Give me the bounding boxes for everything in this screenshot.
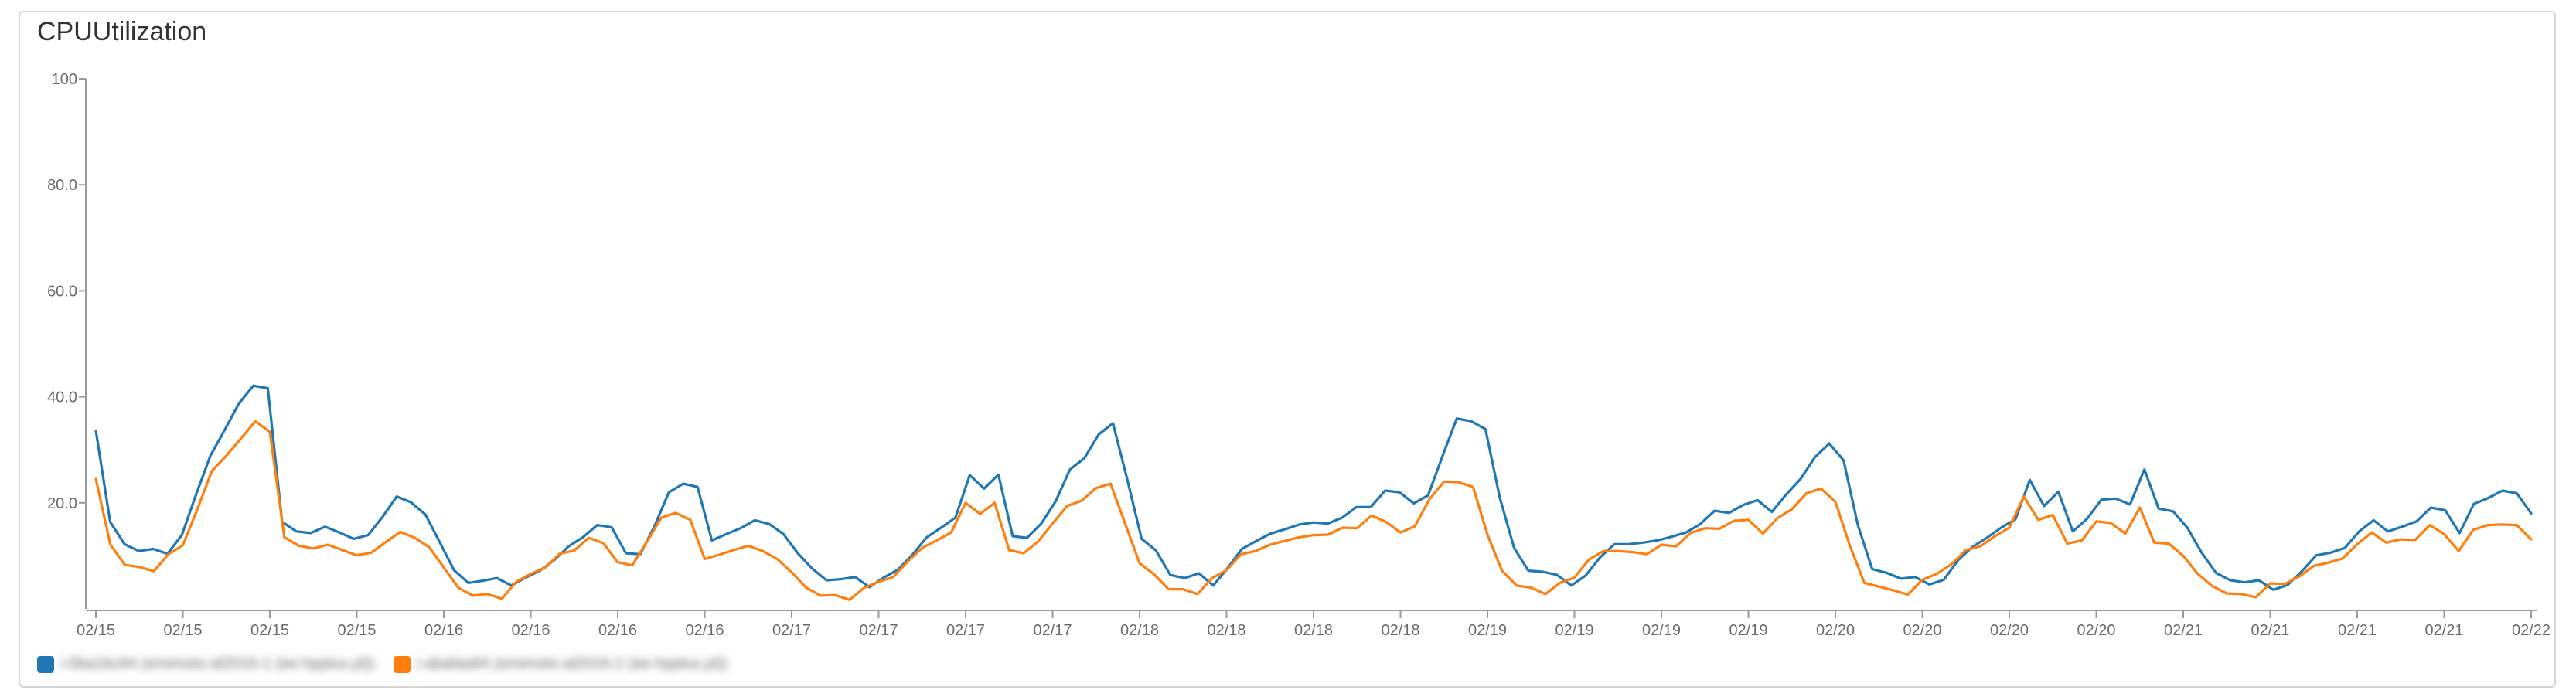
x-tick-label: 02/17: [772, 622, 811, 639]
x-tick-label: 02/16: [598, 622, 637, 639]
x-tick-label: 02/16: [511, 622, 550, 639]
x-tick-label: 02/15: [77, 622, 115, 639]
x-tick-label: 02/18: [1207, 622, 1245, 639]
x-tick-label: 02/21: [2164, 622, 2203, 639]
legend-item-series-2[interactable]: i-abafaa84 (emimoto-al2016-2 (ee-hpplus.…: [393, 655, 728, 673]
x-tick-label: 02/18: [1294, 622, 1333, 639]
x-tick-label: 02/21: [2424, 622, 2463, 639]
x-tick-label: 02/20: [1816, 622, 1855, 639]
x-tick-label: 02/17: [946, 622, 985, 639]
x-tick-label: 02/18: [1381, 622, 1419, 639]
y-tick-label: 80.0: [47, 177, 77, 194]
y-tick-label: 40.0: [47, 389, 77, 406]
x-tick-label: 02/19: [1468, 622, 1507, 639]
x-tick-label: 02/21: [2338, 622, 2377, 639]
y-tick-label: 20.0: [47, 495, 77, 512]
x-tick-label: 02/19: [1642, 622, 1681, 639]
legend-swatch-series-2: [393, 655, 411, 673]
x-tick-label: 02/17: [1033, 622, 1072, 639]
legend-swatch-series-1: [37, 655, 54, 673]
chart-axes: 100 80.0 60.0 40.0 20.0 02/15 02/15 02/15 02/15 0…: [47, 71, 2550, 639]
legend-item-series-1[interactable]: i-0ba1bc84 (emimoto-al2016-1 (ee-hpplus.…: [37, 655, 375, 673]
legend-label-series-2: i-abafaa84 (emimoto-al2016-2 (ee-hpplus.…: [416, 655, 728, 672]
x-tick-label: 02/17: [859, 622, 898, 639]
chart-panel: [19, 11, 2556, 688]
x-tick-label: 02/19: [1729, 622, 1767, 639]
x-tick-label: 02/15: [337, 622, 376, 639]
legend-label-series-1: i-0ba1bc84 (emimoto-al2016-1 (ee-hpplus.…: [60, 655, 375, 672]
x-tick-label: 02/18: [1120, 622, 1159, 639]
x-tick-label: 02/21: [2251, 622, 2289, 639]
x-tick-label: 02/16: [685, 622, 724, 639]
x-tick-label: 02/20: [1990, 622, 2029, 639]
x-tick-label: 02/20: [1903, 622, 1941, 639]
x-tick-label: 02/22: [2512, 622, 2550, 639]
chart-series: [94, 384, 2533, 601]
x-tick-label: 02/19: [1555, 622, 1593, 639]
x-tick-label: 02/20: [2077, 622, 2115, 639]
y-tick-label: 60.0: [47, 283, 77, 300]
x-tick-label: 02/16: [424, 622, 463, 639]
chart-title: CPUUtilization: [37, 17, 207, 46]
chart-legend: i-0ba1bc84 (emimoto-al2016-1 (ee-hpplus.…: [37, 655, 746, 673]
x-tick-label: 02/15: [250, 622, 289, 639]
series-line-2: [94, 420, 2533, 601]
x-tick-label: 02/15: [163, 622, 202, 639]
series-line-1: [94, 384, 2533, 591]
y-tick-label: 100: [52, 71, 77, 88]
